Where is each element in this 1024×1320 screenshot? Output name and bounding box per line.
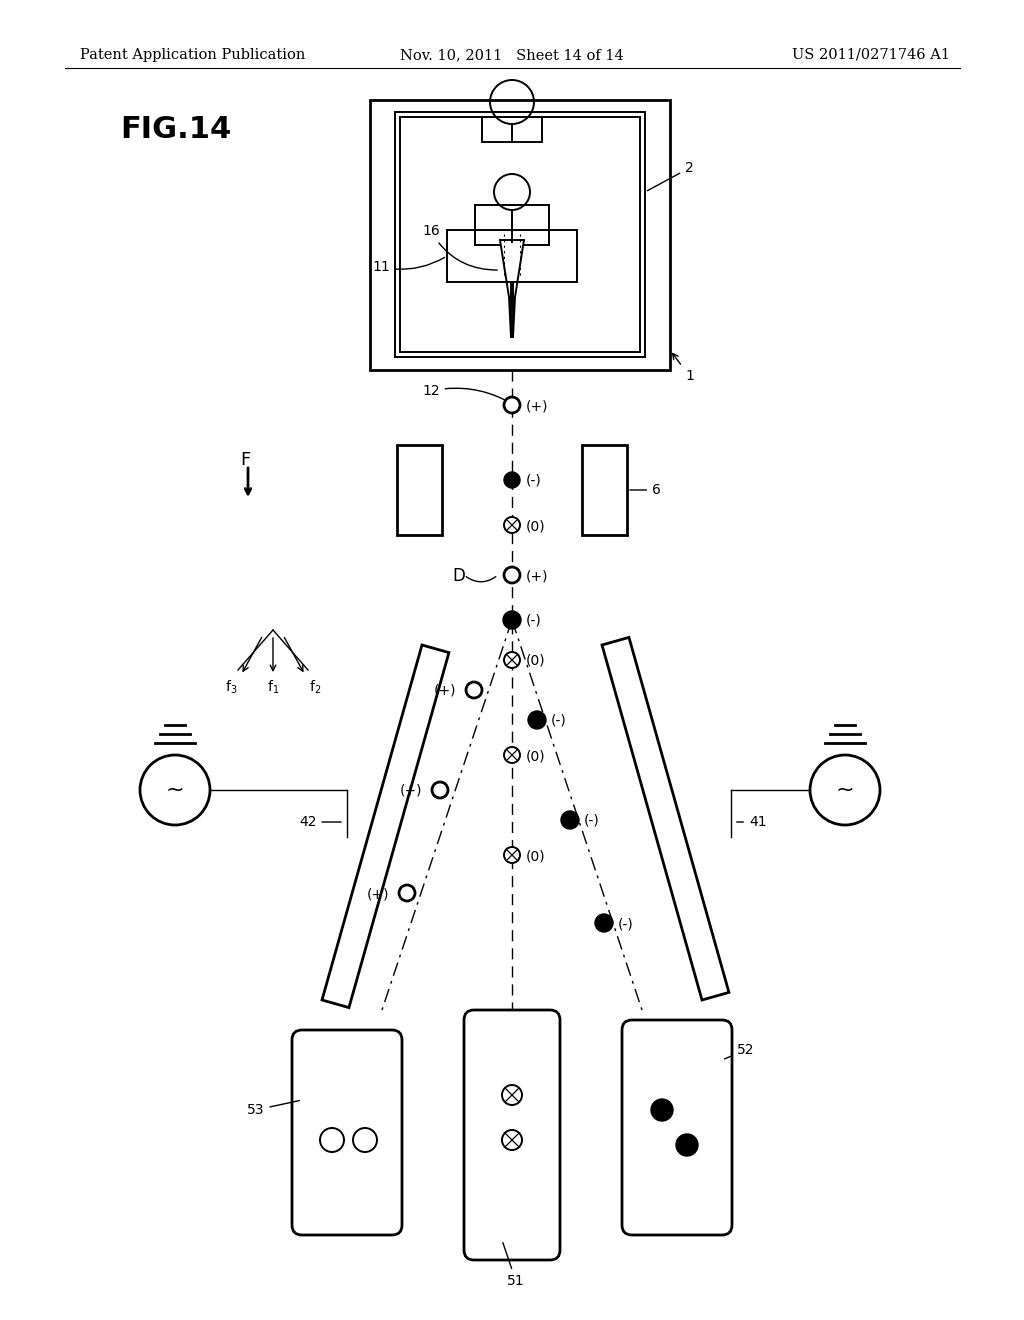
Text: (0): (0)	[526, 519, 546, 533]
Circle shape	[504, 517, 520, 533]
Text: 16: 16	[422, 224, 498, 271]
Circle shape	[399, 884, 415, 902]
Text: 51: 51	[503, 1242, 524, 1288]
Text: (0): (0)	[526, 849, 546, 863]
Text: 6: 6	[630, 483, 660, 498]
Text: 12: 12	[422, 384, 512, 404]
Bar	[400, 117, 640, 352]
Circle shape	[504, 652, 520, 668]
Text: (-): (-)	[526, 614, 542, 628]
Circle shape	[676, 1134, 698, 1156]
Text: f$_2$: f$_2$	[309, 678, 322, 697]
Circle shape	[504, 847, 520, 863]
FancyBboxPatch shape	[464, 1010, 560, 1261]
Text: f$_3$: f$_3$	[225, 678, 238, 697]
Text: (+): (+)	[526, 569, 549, 583]
Text: Patent Application Publication: Patent Application Publication	[80, 48, 305, 62]
Bar	[447, 230, 577, 282]
Text: (-): (-)	[584, 814, 600, 828]
Text: Nov. 10, 2011   Sheet 14 of 14: Nov. 10, 2011 Sheet 14 of 14	[400, 48, 624, 62]
Text: f$_1$: f$_1$	[267, 678, 280, 697]
Text: 42: 42	[299, 814, 341, 829]
Text: 2: 2	[647, 161, 693, 190]
Text: 41: 41	[736, 814, 767, 829]
Text: F: F	[240, 451, 250, 469]
Text: 52: 52	[725, 1043, 755, 1059]
Circle shape	[504, 397, 520, 413]
Text: (-): (-)	[526, 474, 542, 488]
Text: (+): (+)	[400, 784, 423, 799]
Text: (-): (-)	[618, 917, 634, 931]
Text: 11: 11	[372, 257, 444, 275]
Text: FIG.14: FIG.14	[120, 116, 231, 144]
Circle shape	[466, 682, 482, 698]
Text: (0): (0)	[526, 748, 546, 763]
Circle shape	[432, 781, 449, 799]
Text: (0): (0)	[526, 653, 546, 668]
Circle shape	[595, 913, 613, 932]
Text: (-): (-)	[551, 714, 566, 729]
Text: 1: 1	[673, 354, 694, 383]
Circle shape	[504, 568, 520, 583]
Bar	[582, 445, 627, 535]
Text: US 2011/0271746 A1: US 2011/0271746 A1	[792, 48, 950, 62]
FancyBboxPatch shape	[292, 1030, 402, 1236]
Text: (+): (+)	[434, 684, 457, 698]
Circle shape	[561, 810, 579, 829]
Circle shape	[503, 611, 521, 630]
Bar	[397, 445, 442, 535]
Circle shape	[504, 747, 520, 763]
Circle shape	[319, 1129, 344, 1152]
FancyBboxPatch shape	[622, 1020, 732, 1236]
Text: D: D	[452, 568, 465, 585]
Bar	[370, 100, 670, 370]
Text: ~: ~	[836, 780, 854, 800]
Bar	[395, 112, 645, 356]
Circle shape	[502, 1085, 522, 1105]
Text: ~: ~	[166, 780, 184, 800]
Text: (+): (+)	[367, 887, 389, 902]
Circle shape	[651, 1100, 673, 1121]
Text: 53: 53	[247, 1101, 299, 1117]
Circle shape	[504, 473, 520, 488]
Circle shape	[353, 1129, 377, 1152]
Circle shape	[528, 711, 546, 729]
Text: (+): (+)	[526, 399, 549, 413]
Circle shape	[502, 1130, 522, 1150]
